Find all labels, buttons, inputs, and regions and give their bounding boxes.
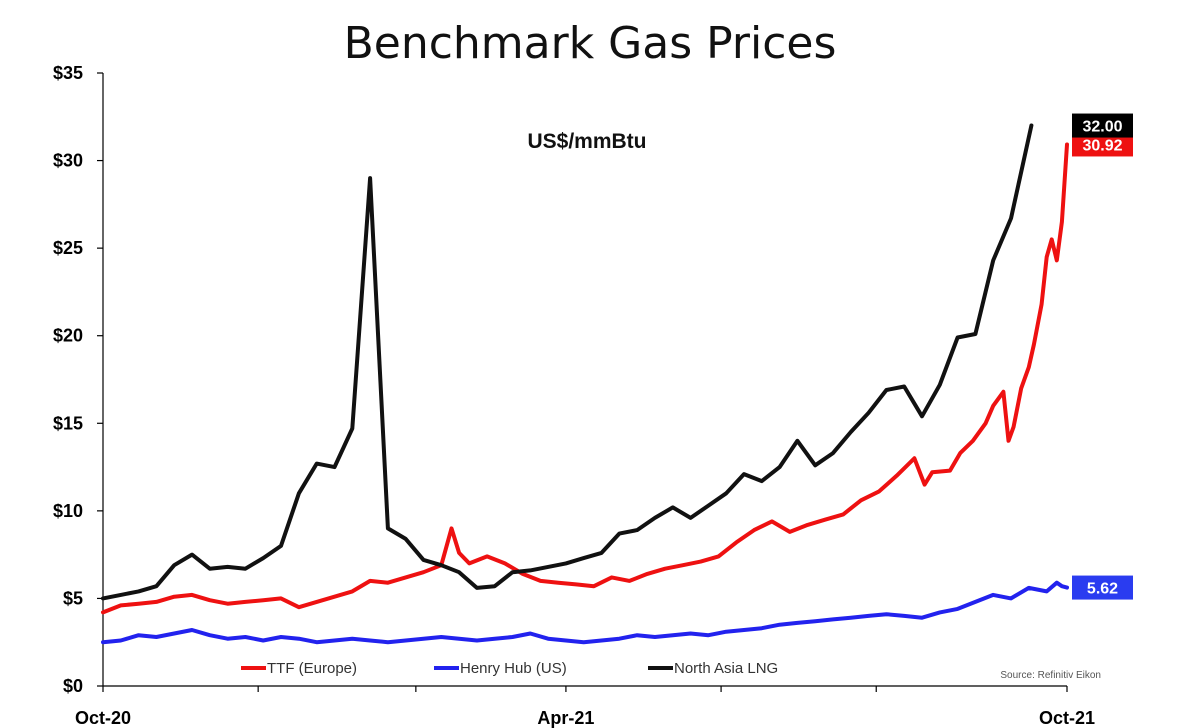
axes [102,73,1067,687]
chart-subtitle: US$/mmBtu [527,130,646,153]
end-label-badge-henry-hub [1072,575,1133,600]
end-label-henry-hub: 5.62 [1087,581,1118,598]
series-line-henry-hub [101,580,1069,645]
y-tick-label: $35 [53,63,83,83]
series-line-ttf [101,142,1069,615]
series-lines [101,123,1069,645]
legend-item-ttf: TTF (Europe) [241,660,357,677]
end-labels: 30.92 5.62 32.00 [1072,113,1133,600]
legend-label-north-asia-lng: North Asia LNG [674,660,778,677]
legend-item-henry-hub: Henry Hub (US) [434,660,567,677]
y-tick-label: $10 [53,501,83,521]
y-tick-label: $20 [53,326,83,346]
y-tick-label: $15 [53,413,83,433]
legend-label-henry-hub: Henry Hub (US) [460,660,567,677]
x-ticks: Oct-20 Apr-21 Oct-21 [75,686,1095,728]
x-tick-label: Oct-20 [75,708,131,728]
x-tick-label: Oct-21 [1039,708,1095,728]
legend-item-north-asia-lng: North Asia LNG [648,660,778,677]
source-note: Source: Refinitiv Eikon [1000,670,1101,681]
x-tick-label: Apr-21 [537,708,594,728]
y-tick-label: $25 [53,238,83,258]
end-label-ttf: 30.92 [1082,137,1122,154]
y-tick-label: $30 [53,151,83,171]
end-label-badge-north-asia-lng [1072,113,1133,138]
y-tick-label: $0 [63,676,83,696]
end-label-north-asia-lng: 32.00 [1082,119,1122,136]
y-ticks: $0 $5 $10 $15 $20 $25 $30 $35 [53,63,103,696]
legend-label-ttf: TTF (Europe) [267,660,357,677]
legend: TTF (Europe) Henry Hub (US) North Asia L… [241,660,778,677]
y-tick-label: $5 [63,588,83,608]
series-line-north-asia-lng [101,123,1034,601]
chart-title: Benchmark Gas Prices [344,18,837,69]
